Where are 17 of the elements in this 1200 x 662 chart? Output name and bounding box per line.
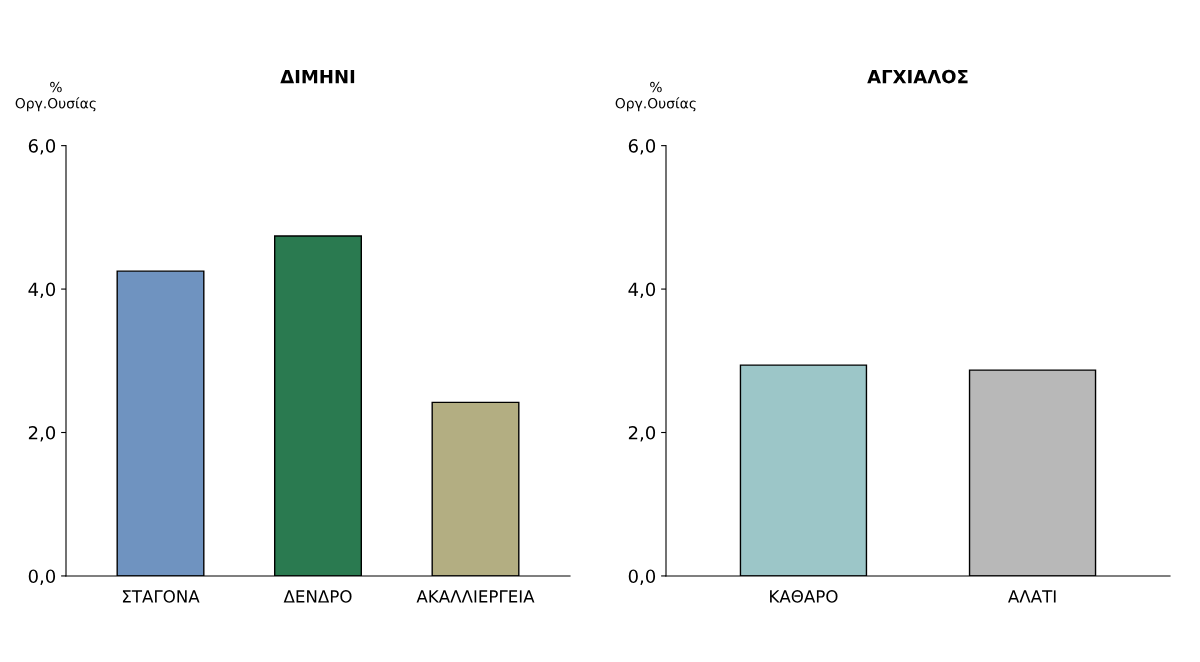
chart-title: ΔΙΜΗΝΙ [280,69,355,84]
y-tick-label: 0,0 [628,569,656,585]
y-tick-label: 6,0 [628,139,656,155]
x-tick-label: ΚΑΘΑΡΟ [770,590,838,603]
x-tick-label: ΑΛΑΤΙ [1008,590,1056,603]
y-tick-label: 2,0 [28,425,56,442]
y-tick-label: 0,0 [28,569,56,585]
x-tick-label: ΑΚΑΛΛΙΕΡΓΕΙΑ [416,590,535,603]
y-tick-label: 6,0 [28,139,56,155]
y-axis-title: % Οργ.Ουσίας [615,81,696,112]
y-tick-label: 2,0 [628,425,656,442]
y-tick-label: 4,0 [628,282,656,299]
x-tick-label: ΔΕΝΔΡΟ [283,590,352,603]
x-tick-label: ΣΤΑΓΟΝΑ [122,590,200,603]
y-axis-title: % Οργ.Ουσίας [15,81,96,112]
y-tick-label: 4,0 [28,282,56,299]
chart-title: ΑΓΧΙΑΛΟΣ [867,69,968,84]
